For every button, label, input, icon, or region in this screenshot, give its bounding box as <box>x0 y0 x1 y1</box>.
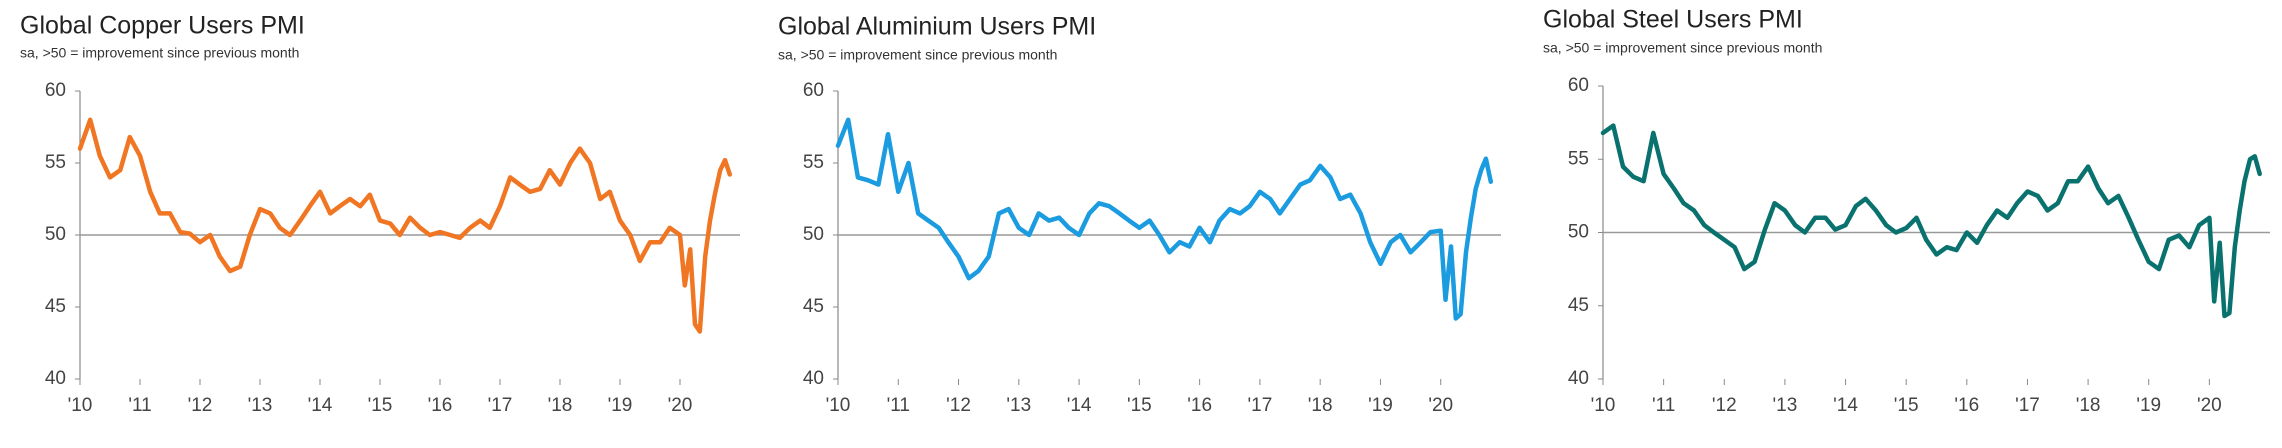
x-tick-label: '20 <box>1428 395 1453 416</box>
x-tick-label: '20 <box>2197 395 2222 416</box>
x-tick-label: '19 <box>608 395 633 416</box>
y-tick-label: 60 <box>45 80 66 101</box>
chart-title: Global Copper Users PMI <box>20 12 305 40</box>
x-tick-label: '12 <box>188 395 213 416</box>
x-tick-label: '15 <box>1127 395 1152 416</box>
x-tick-label: '10 <box>68 395 93 416</box>
chart-subtitle: sa, >50 = improvement since previous mon… <box>1543 40 1822 56</box>
y-tick-label: 40 <box>45 368 66 389</box>
y-tick-label: 45 <box>1568 295 1589 316</box>
x-tick-label: '19 <box>2136 395 2161 416</box>
chart-title: Global Aluminium Users PMI <box>778 13 1096 41</box>
chart: Global Aluminium Users PMI sa, >50 = impr… <box>778 13 1501 416</box>
x-tick-label: '17 <box>2015 395 2040 416</box>
x-tick-label: '14 <box>1833 395 1858 416</box>
y-tick-label: 60 <box>803 80 824 101</box>
y-tick-label: 55 <box>1568 148 1589 169</box>
x-tick-label: '11 <box>887 395 910 416</box>
x-tick-label: '12 <box>946 395 971 416</box>
chart-title: Global Steel Users PMI <box>1543 6 1803 34</box>
y-tick-label: 55 <box>45 152 66 173</box>
x-tick-label: '12 <box>1712 395 1737 416</box>
y-tick-label: 40 <box>1568 368 1589 389</box>
data-line <box>1600 123 2262 319</box>
x-tick-label: '17 <box>488 395 513 416</box>
chart-subtitle: sa, >50 = improvement since previous mon… <box>20 45 299 61</box>
x-tick-label: '13 <box>248 395 273 416</box>
x-tick-label: '15 <box>368 395 393 416</box>
x-tick-label: '15 <box>1894 395 1919 416</box>
y-tick-label: 50 <box>803 224 824 245</box>
x-tick-label: '11 <box>1652 395 1675 416</box>
x-tick-label: '14 <box>308 395 333 416</box>
x-tick-label: '14 <box>1067 395 1092 416</box>
chart: Global Copper Users PMI sa, >50 = improve… <box>20 12 740 416</box>
chart: Global Steel Users PMI sa, >50 = improvem… <box>1543 6 2270 416</box>
y-tick-label: 40 <box>803 368 824 389</box>
chart-subtitle: sa, >50 = improvement since previous mon… <box>778 47 1057 63</box>
data-line <box>77 117 733 334</box>
y-tick-label: 45 <box>45 296 66 317</box>
y-tick-label: 50 <box>45 224 66 245</box>
x-tick-label: '16 <box>1954 395 1979 416</box>
x-tick-label: '18 <box>2076 395 2101 416</box>
x-tick-label: '11 <box>128 395 151 416</box>
y-tick-label: 50 <box>1568 222 1589 243</box>
x-tick-label: '18 <box>548 395 573 416</box>
x-tick-label: '16 <box>1187 395 1212 416</box>
x-tick-label: '20 <box>668 395 693 416</box>
x-tick-label: '17 <box>1248 395 1273 416</box>
x-tick-label: '16 <box>428 395 453 416</box>
x-tick-label: '19 <box>1368 395 1393 416</box>
x-tick-label: '13 <box>1006 395 1031 416</box>
x-tick-label: '13 <box>1773 395 1798 416</box>
y-tick-label: 55 <box>803 152 824 173</box>
x-tick-label: '18 <box>1308 395 1333 416</box>
x-tick-label: '10 <box>826 395 851 416</box>
x-tick-label: '10 <box>1591 395 1616 416</box>
y-tick-label: 60 <box>1568 75 1589 96</box>
y-tick-label: 45 <box>803 296 824 317</box>
data-line <box>835 117 1494 321</box>
